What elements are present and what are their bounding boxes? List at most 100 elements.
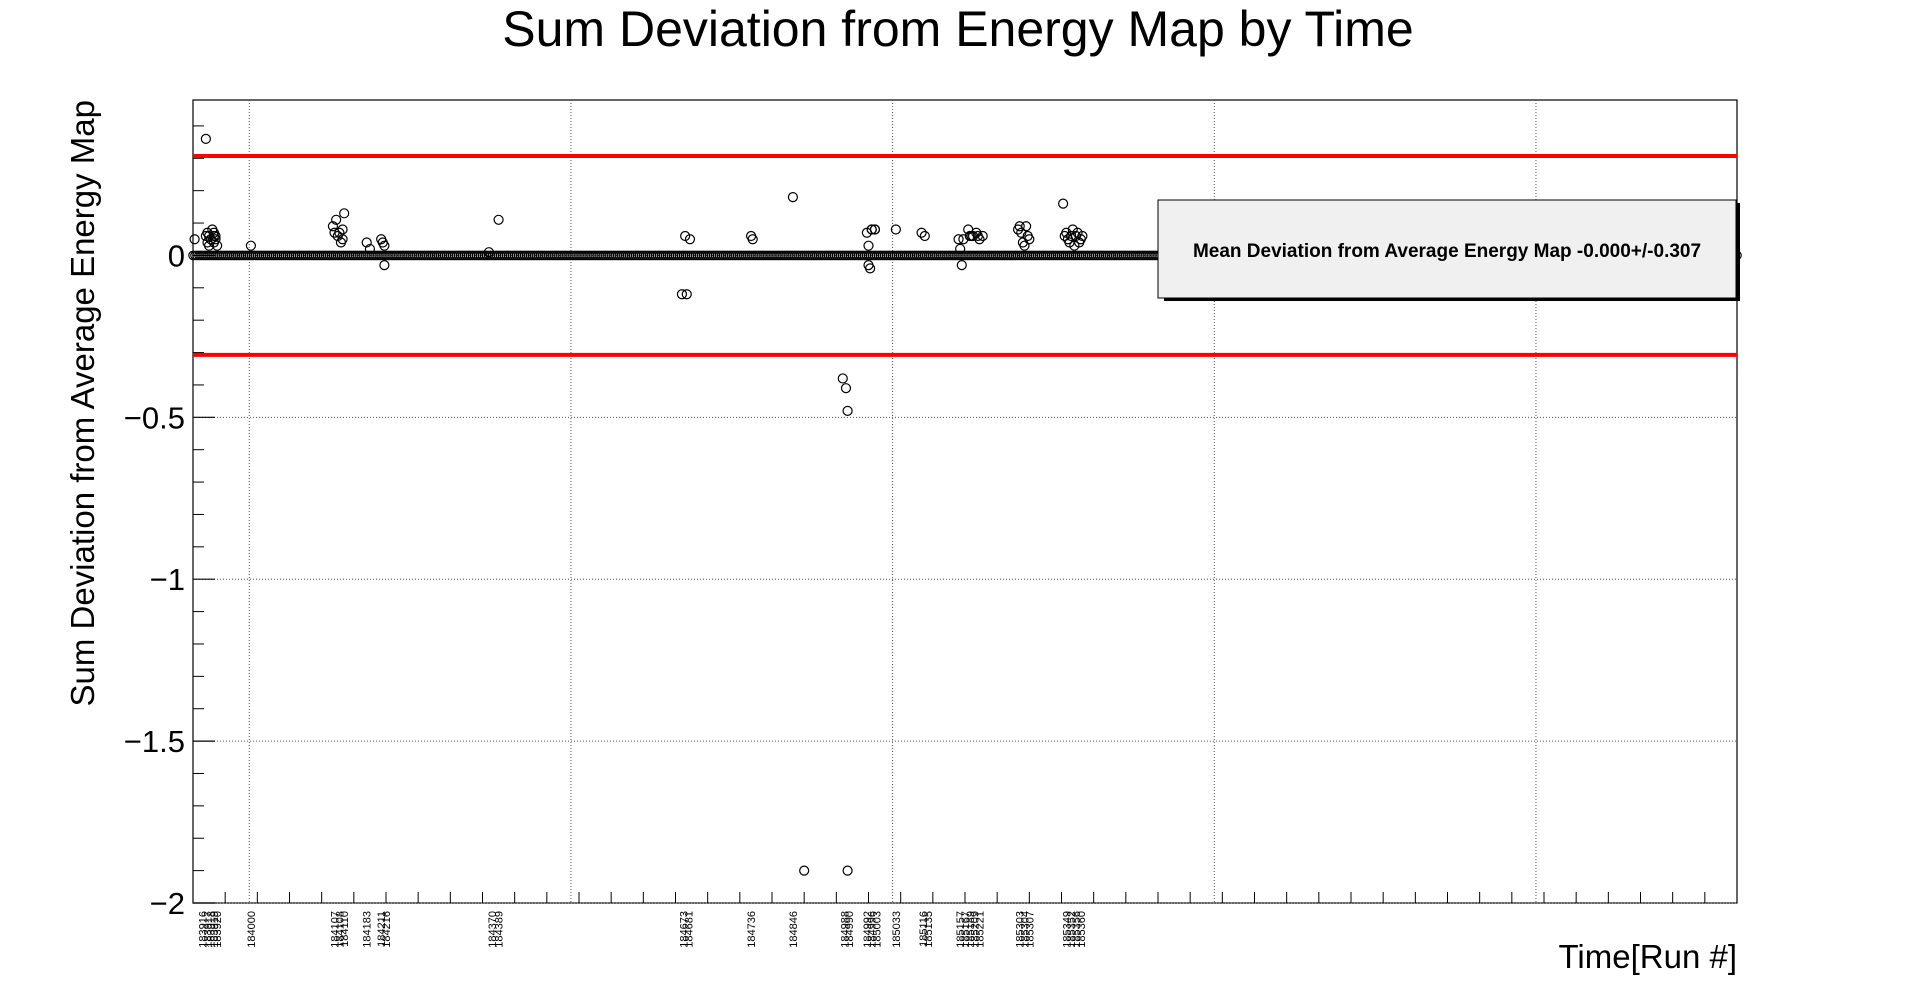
legend-entry: Mean Deviation from Average Energy Map -… xyxy=(1193,241,1701,262)
y-axis-label: Sum Deviation from Average Energy Map xyxy=(64,100,101,707)
data-point xyxy=(967,230,979,242)
x-tick-label: 185349 xyxy=(1061,911,1073,948)
y-tick-label: −2 xyxy=(150,886,185,921)
x-tick-label: 184211 xyxy=(376,911,388,947)
data-point xyxy=(747,234,758,245)
x-tick-label: 184996 xyxy=(867,911,879,948)
x-tick-label: 184673 xyxy=(679,911,691,948)
x-tick-label: 185167 xyxy=(960,911,972,948)
data-point xyxy=(840,383,852,394)
x-tick-label: 184107 xyxy=(330,911,342,948)
data-point xyxy=(955,243,966,255)
data-point xyxy=(210,230,221,242)
x-tick-label: 184990 xyxy=(844,911,856,948)
data-point xyxy=(842,405,853,416)
y-tick-label: −0.5 xyxy=(124,400,185,435)
data-point xyxy=(866,224,877,235)
y-tick-label: −1 xyxy=(150,562,185,597)
data-point xyxy=(364,243,376,255)
data-point xyxy=(245,240,256,251)
x-tick-label: 184389 xyxy=(494,911,506,948)
data-point xyxy=(681,289,692,300)
x-tick-label: 183917 xyxy=(202,911,214,948)
x-tick-label: 184183 xyxy=(362,911,374,948)
data-point xyxy=(212,240,223,251)
data-point xyxy=(361,237,372,248)
x-tick-label: 184370 xyxy=(487,911,499,948)
data-point xyxy=(953,234,964,245)
x-tick-label: 183918 xyxy=(206,911,218,948)
y-tick-label: −1.5 xyxy=(124,724,185,759)
data-point xyxy=(337,234,348,245)
x-tick-label: 184846 xyxy=(788,911,800,948)
data-point xyxy=(684,234,696,245)
y-tick-label: 0 xyxy=(168,238,185,273)
x-tick-label: 185157 xyxy=(955,911,967,948)
x-tick-label: 185356 xyxy=(1071,911,1083,948)
x-tick-label: 185003 xyxy=(872,911,884,948)
x-tick-label: 183920 xyxy=(212,911,224,948)
x-tick-label: 185352 xyxy=(1066,911,1078,948)
x-tick-label: 185189 xyxy=(965,911,977,948)
x-tick-label: 184110 xyxy=(339,911,351,947)
reference-lines xyxy=(193,154,1737,357)
y-tick-labels: 0 −0.5 −1 −1.5 −2 xyxy=(124,238,185,921)
data-point xyxy=(200,133,211,144)
data-point xyxy=(331,214,342,225)
x-tick-label: 184736 xyxy=(746,911,758,948)
data-point xyxy=(334,227,345,238)
data-point xyxy=(916,227,927,238)
data-point xyxy=(327,221,339,232)
data-point xyxy=(890,224,901,235)
x-tick-label: 183919 xyxy=(209,911,221,948)
x-tick-label: 184988 xyxy=(839,911,851,948)
data-point xyxy=(210,234,221,245)
x-tick-label: 185209 xyxy=(970,911,982,948)
data-point xyxy=(842,865,853,876)
data-point xyxy=(869,224,881,235)
x-tick-label: 185360 xyxy=(1076,911,1088,948)
legend: Mean Deviation from Average Energy Map -… xyxy=(1157,199,1740,301)
legend-box xyxy=(1157,199,1737,299)
x-axis-label: Time[Run #] xyxy=(1558,938,1737,975)
data-point xyxy=(337,224,348,235)
x-tick-label: 184681 xyxy=(683,911,695,948)
x-tick-label: 185116 xyxy=(918,911,930,947)
data-point xyxy=(956,260,967,271)
x-tick-label: 185307 xyxy=(1024,911,1036,948)
data-point xyxy=(863,240,874,251)
data-point xyxy=(1066,230,1077,242)
data-point xyxy=(1021,221,1032,232)
x-tick-label: 185304 xyxy=(1020,911,1032,948)
data-point xyxy=(1024,234,1035,245)
axis-ticks xyxy=(192,125,1738,904)
data-point xyxy=(919,230,930,242)
data-point xyxy=(865,263,876,274)
data-point xyxy=(1019,240,1030,251)
x-tick-label: 183916 xyxy=(198,911,210,948)
x-tick-label: 185221 xyxy=(974,911,986,948)
data-point xyxy=(974,234,985,245)
data-point xyxy=(189,234,200,245)
data-point xyxy=(339,208,350,219)
x-tick-label: 184992 xyxy=(862,911,874,948)
data-point xyxy=(1014,221,1025,232)
data-point xyxy=(1077,230,1088,242)
data-point xyxy=(493,214,504,225)
data-point xyxy=(379,240,390,251)
x-tick-label: 184000 xyxy=(246,911,258,948)
data-point xyxy=(483,247,495,258)
data-point xyxy=(1058,198,1069,209)
data-point xyxy=(977,230,988,242)
x-tick-label: 185303 xyxy=(1015,911,1027,948)
x-tick-label: 184216 xyxy=(381,911,393,948)
chart-title: Sum Deviation from Energy Map by Time xyxy=(502,1,1413,57)
data-point xyxy=(837,373,848,384)
data-point xyxy=(379,260,390,271)
data-point xyxy=(1016,227,1027,238)
data-point xyxy=(799,865,810,876)
data-point xyxy=(787,192,799,203)
data-point xyxy=(676,289,688,300)
